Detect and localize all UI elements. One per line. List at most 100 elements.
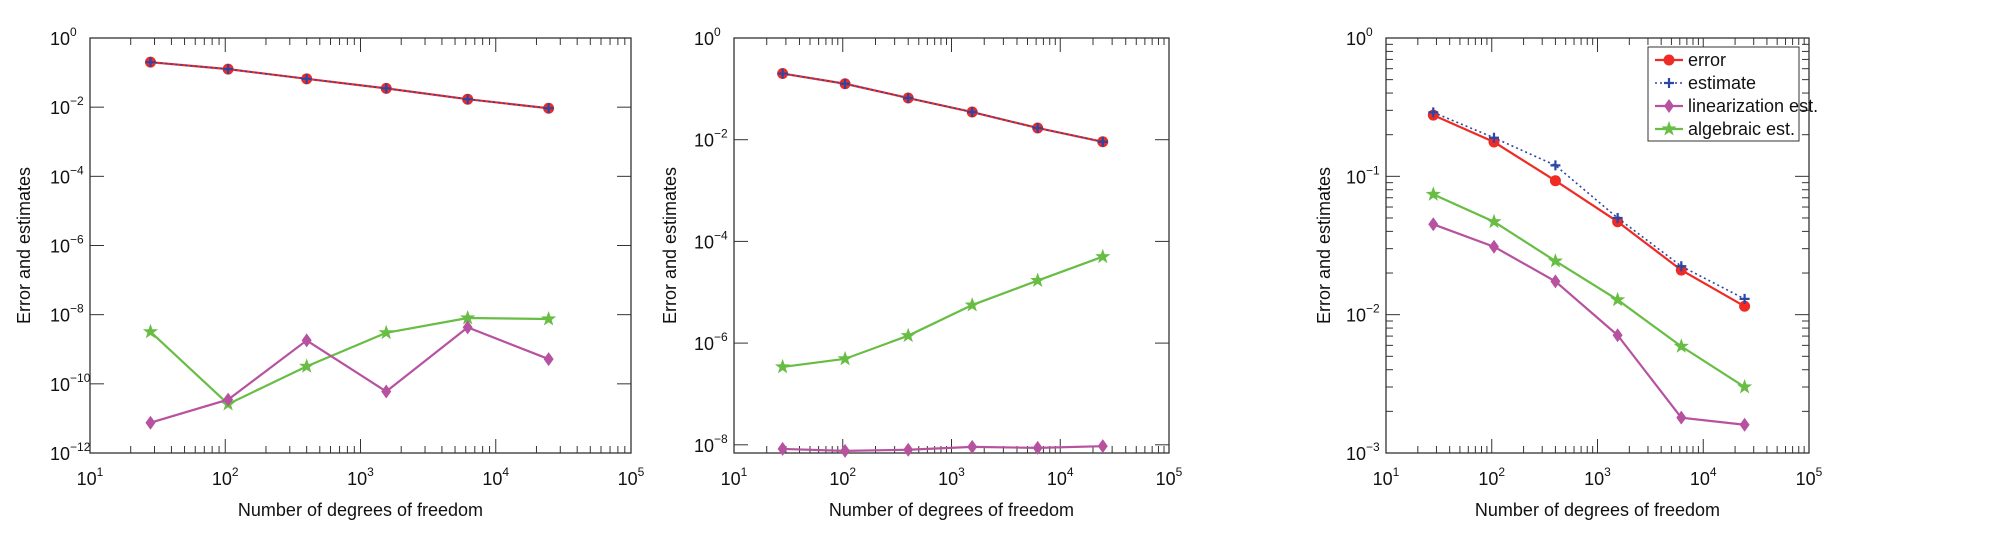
- data-point-linearization: [1428, 217, 1439, 232]
- series-estimate: [777, 68, 1108, 147]
- series-linearization: [145, 320, 554, 430]
- y-tick-exponent: 0: [1366, 25, 1373, 39]
- plot-area-frame: [733, 37, 1170, 454]
- y-tick-label: 10−4: [694, 228, 728, 252]
- series-line-estimate: [150, 61, 549, 110]
- legend-marker-circle-icon: [1663, 54, 1675, 66]
- x-axis-label: Number of degrees of freedom: [238, 500, 483, 520]
- legend-marker-plus-icon: [1664, 78, 1674, 88]
- data-point-linearization: [840, 443, 851, 458]
- data-point-estimate: [145, 57, 156, 68]
- data-point-linearization: [145, 415, 156, 430]
- data-point-algebraic: [1547, 253, 1563, 268]
- data-point-estimate: [223, 64, 234, 75]
- y-tick-exponent: 0: [70, 25, 77, 39]
- data-point-linearization: [223, 392, 234, 407]
- series-linearization: [777, 439, 1108, 458]
- data-point-linearization: [1676, 410, 1687, 425]
- series-linearization: [1428, 217, 1750, 432]
- x-axis-label: Number of degrees of freedom: [1475, 500, 1720, 520]
- data-point-estimate: [1097, 136, 1108, 147]
- data-point-algebraic: [964, 297, 980, 312]
- data-point-error: [1549, 175, 1561, 187]
- data-point-estimate: [543, 103, 554, 114]
- data-point-linearization: [777, 441, 788, 456]
- y-tick-label: 10−3: [1346, 440, 1380, 464]
- data-point-algebraic: [1673, 338, 1689, 353]
- x-tick-exponent: 3: [367, 465, 374, 479]
- series-line-error: [150, 61, 549, 110]
- x-tick-label: 105: [1796, 465, 1823, 489]
- x-tick-exponent: 5: [638, 465, 645, 479]
- series-line-error: [1432, 114, 1746, 308]
- x-tick-label: 103: [938, 465, 965, 489]
- y-tick-label: 10−8: [50, 302, 84, 326]
- y-tick-label: 10−2: [50, 94, 84, 118]
- x-axis-label: Number of degrees of freedom: [829, 500, 1074, 520]
- data-point-algebraic: [775, 358, 791, 374]
- series-estimate: [145, 57, 554, 114]
- y-tick-exponent: −8: [714, 432, 728, 446]
- data-point-linearization: [1612, 328, 1623, 343]
- data-point-estimate: [1739, 293, 1750, 304]
- data-point-estimate: [1032, 122, 1043, 133]
- data-point-error: [1739, 300, 1751, 312]
- x-tick-exponent: 3: [1604, 465, 1611, 479]
- y-tick-label: 10−4: [50, 163, 84, 187]
- y-tick-label: 10−2: [694, 127, 728, 151]
- data-point-estimate: [1550, 160, 1561, 171]
- data-point-estimate: [777, 68, 788, 79]
- y-tick-label: 100: [694, 25, 721, 49]
- series-line-algebraic: [1432, 193, 1746, 388]
- data-point-algebraic: [1030, 272, 1046, 287]
- y-tick-exponent: −8: [70, 302, 84, 316]
- data-point-estimate: [903, 93, 914, 104]
- x-tick-label: 105: [1156, 465, 1183, 489]
- x-tick-label: 104: [1047, 465, 1074, 489]
- series-line-linearization: [150, 326, 550, 424]
- data-point-algebraic: [460, 310, 476, 325]
- data-point-algebraic: [900, 327, 916, 343]
- y-tick-exponent: −4: [70, 163, 84, 177]
- y-tick-label: 10−10: [50, 371, 91, 395]
- x-tick-exponent: 5: [1816, 465, 1823, 479]
- data-point-estimate: [1676, 261, 1687, 272]
- data-point-algebraic: [1425, 186, 1441, 201]
- data-point-algebraic: [378, 324, 394, 340]
- series-line-linearization: [782, 445, 1103, 452]
- chart-panel-2: 101 102 103 104 10510−810−610−410−2100Number…: [660, 25, 1183, 520]
- data-point-linearization: [1488, 239, 1499, 254]
- legend-label: algebraic est.: [1688, 119, 1795, 139]
- series-algebraic: [775, 248, 1111, 374]
- series-algebraic: [142, 310, 557, 411]
- legend: error estimate linearization est. algebraic…: [1647, 46, 1818, 142]
- series-line-algebraic: [782, 255, 1104, 369]
- plot-area-frame: [89, 37, 632, 454]
- chart-panel-1: 101 102 103 104 10510−1210−1010−810−610−410−…: [14, 25, 645, 520]
- data-point-linearization: [543, 352, 554, 367]
- legend-item-linearization: linearization est.: [1655, 96, 1818, 116]
- x-tick-label: 103: [347, 465, 374, 489]
- x-tick-exponent: 5: [1176, 465, 1183, 479]
- y-tick-label: 10−6: [694, 330, 728, 354]
- y-tick-exponent: 0: [714, 25, 721, 39]
- data-point-estimate: [1612, 212, 1623, 223]
- y-tick-label: 100: [1346, 25, 1373, 49]
- y-tick-exponent: −2: [70, 94, 84, 108]
- x-tick-exponent: 2: [1498, 465, 1505, 479]
- x-tick-label: 105: [618, 465, 645, 489]
- series-line-algebraic: [149, 316, 549, 406]
- data-point-linearization: [1550, 274, 1561, 289]
- y-tick-exponent: −2: [1366, 302, 1380, 316]
- data-point-algebraic: [142, 323, 159, 339]
- data-point-estimate: [1488, 132, 1499, 143]
- y-tick-label: 100: [50, 25, 77, 49]
- data-point-linearization: [967, 439, 978, 454]
- x-tick-label: 104: [482, 465, 509, 489]
- series-estimate: [1428, 107, 1750, 304]
- data-point-algebraic: [1486, 213, 1502, 229]
- data-point-algebraic: [1095, 248, 1111, 264]
- y-tick-label: 10−8: [694, 432, 728, 456]
- series-error: [777, 68, 1109, 148]
